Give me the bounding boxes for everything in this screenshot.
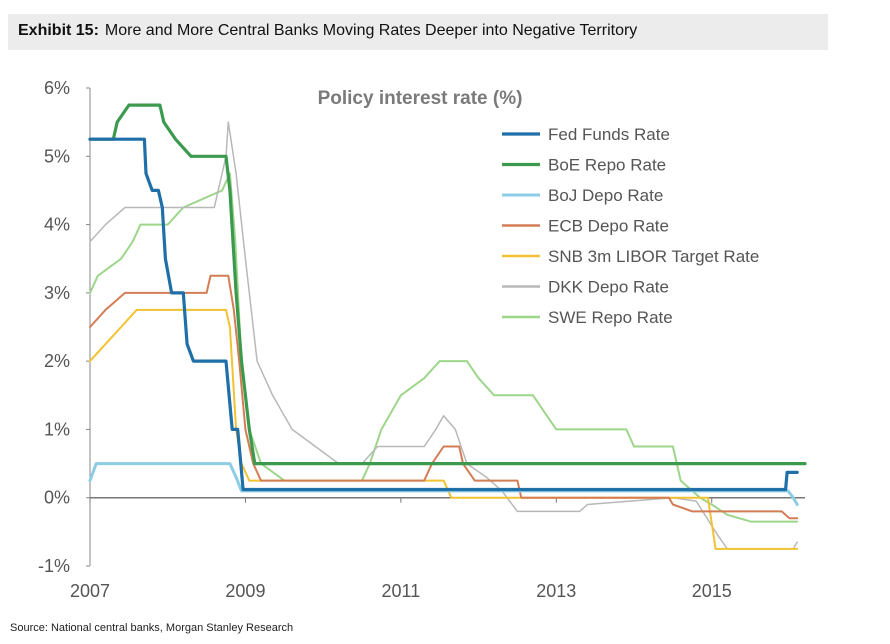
y-tick-label: 5% xyxy=(44,146,70,166)
y-tick-label: 0% xyxy=(44,488,70,508)
series-line-fed-funds-rate xyxy=(88,137,799,492)
series-line-swe-repo-rate xyxy=(89,172,799,523)
series-lines xyxy=(88,103,807,550)
chart-title: Policy interest rate (%) xyxy=(318,88,523,109)
source-note: Source: National central banks, Morgan S… xyxy=(10,622,294,634)
policy-rate-line-chart: -1% 0% 1% 2% 3% 4% 5% 6% 2007 2009 2011 2013 2015 Po… xyxy=(38,78,807,601)
x-tick-label: 2013 xyxy=(536,581,576,601)
y-tick-label: 4% xyxy=(44,215,70,235)
x-tick-label: 2015 xyxy=(692,581,732,601)
legend-label: Fed Funds Rate xyxy=(548,125,670,144)
exhibit-title-text: More and More Central Banks Moving Rates… xyxy=(104,22,638,39)
legend-label: BoE Repo Rate xyxy=(548,156,666,175)
series-line-dkk-depo-rate xyxy=(89,121,798,550)
y-tick-label: -1% xyxy=(38,556,70,576)
y-tick-label: 1% xyxy=(44,419,70,439)
legend-label: DKK Depo Rate xyxy=(548,278,669,297)
exhibit-header-bar xyxy=(8,14,828,50)
exhibit-title: Exhibit 15: More and More Central Banks M… xyxy=(18,22,637,40)
series-line-boe-repo-rate xyxy=(88,103,807,466)
x-tick-label: 2007 xyxy=(70,581,110,601)
exhibit-label: Exhibit 15: xyxy=(18,22,99,39)
legend: Fed Funds Rate BoE Repo Rate BoJ Depo Rate… xyxy=(502,125,759,327)
legend-label: BoJ Depo Rate xyxy=(548,186,663,205)
legend-label: SWE Repo Rate xyxy=(548,308,673,327)
legend-label: SNB 3m LIBOR Target Rate xyxy=(548,247,759,266)
axes: -1% 0% 1% 2% 3% 4% 5% 6% 2007 2009 2011 2013 2015 xyxy=(38,78,805,601)
y-tick-label: 6% xyxy=(44,78,70,98)
series-line-snb-3m-libor-target-rate xyxy=(89,308,799,550)
x-tick-label: 2009 xyxy=(225,581,265,601)
y-tick-label: 2% xyxy=(44,351,70,371)
series-line-boj-depo-rate xyxy=(88,462,799,506)
legend-label: ECB Depo Rate xyxy=(548,217,669,236)
x-tick-label: 2011 xyxy=(382,581,421,601)
y-tick-label: 3% xyxy=(44,283,70,303)
